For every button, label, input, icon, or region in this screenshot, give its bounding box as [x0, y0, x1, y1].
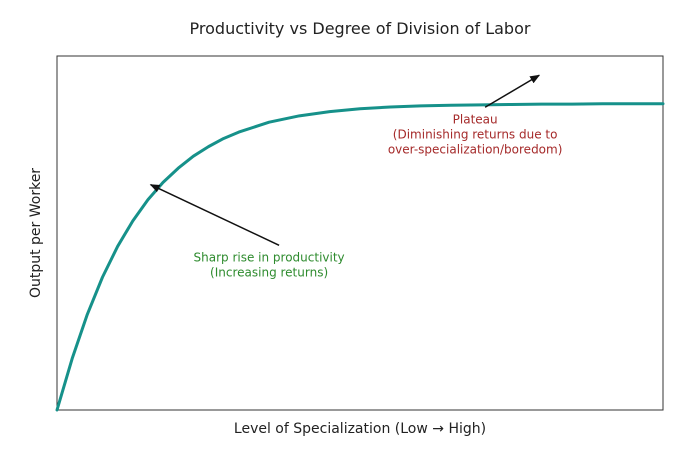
annotation-arrow-1	[149, 184, 280, 246]
annotations: Sharp rise in productivity (Increasing re…	[149, 74, 563, 279]
annotation-line: Sharp rise in productivity	[194, 250, 345, 264]
annotation-text-2: Plateau (Diminishing returns due to over-s…	[388, 112, 563, 156]
plot-frame	[56, 55, 664, 411]
x-axis-label: Level of Specialization (Low → High)	[234, 421, 486, 437]
series-line	[55, 102, 665, 412]
annotation-text-1: Sharp rise in productivity (Increasing re…	[194, 250, 345, 279]
annotation-line: (Diminishing returns due to	[393, 127, 558, 141]
annotation-line: Plateau	[453, 112, 498, 126]
chart-title: Productivity vs Degree of Division of La…	[190, 19, 531, 38]
annotation-line: over-specialization/boredom)	[388, 142, 563, 156]
y-axis-label: Output per Worker	[28, 168, 44, 298]
annotation-arrow-2	[484, 74, 541, 108]
annotation-line: (Increasing returns)	[210, 265, 328, 279]
